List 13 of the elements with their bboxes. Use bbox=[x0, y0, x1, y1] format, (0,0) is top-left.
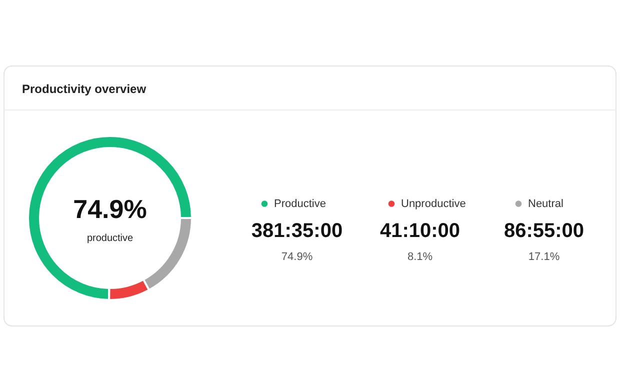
text: 74.9% bbox=[281, 251, 313, 263]
text: 381:35:00 bbox=[251, 220, 343, 242]
text: 17.1% bbox=[528, 251, 560, 263]
text: 74.9% bbox=[73, 194, 147, 224]
legend-label: Neutral bbox=[528, 198, 564, 210]
legend-label: Productive bbox=[274, 198, 326, 210]
text: 86:55:00 bbox=[504, 220, 584, 242]
donut-slice bbox=[27, 135, 193, 301]
legend-label: Unproductive bbox=[401, 198, 466, 210]
text: productive bbox=[86, 233, 134, 244]
chart-title: Productivity overview bbox=[22, 82, 147, 96]
text: 8.1% bbox=[407, 251, 433, 263]
text: 41:10:00 bbox=[380, 220, 460, 242]
